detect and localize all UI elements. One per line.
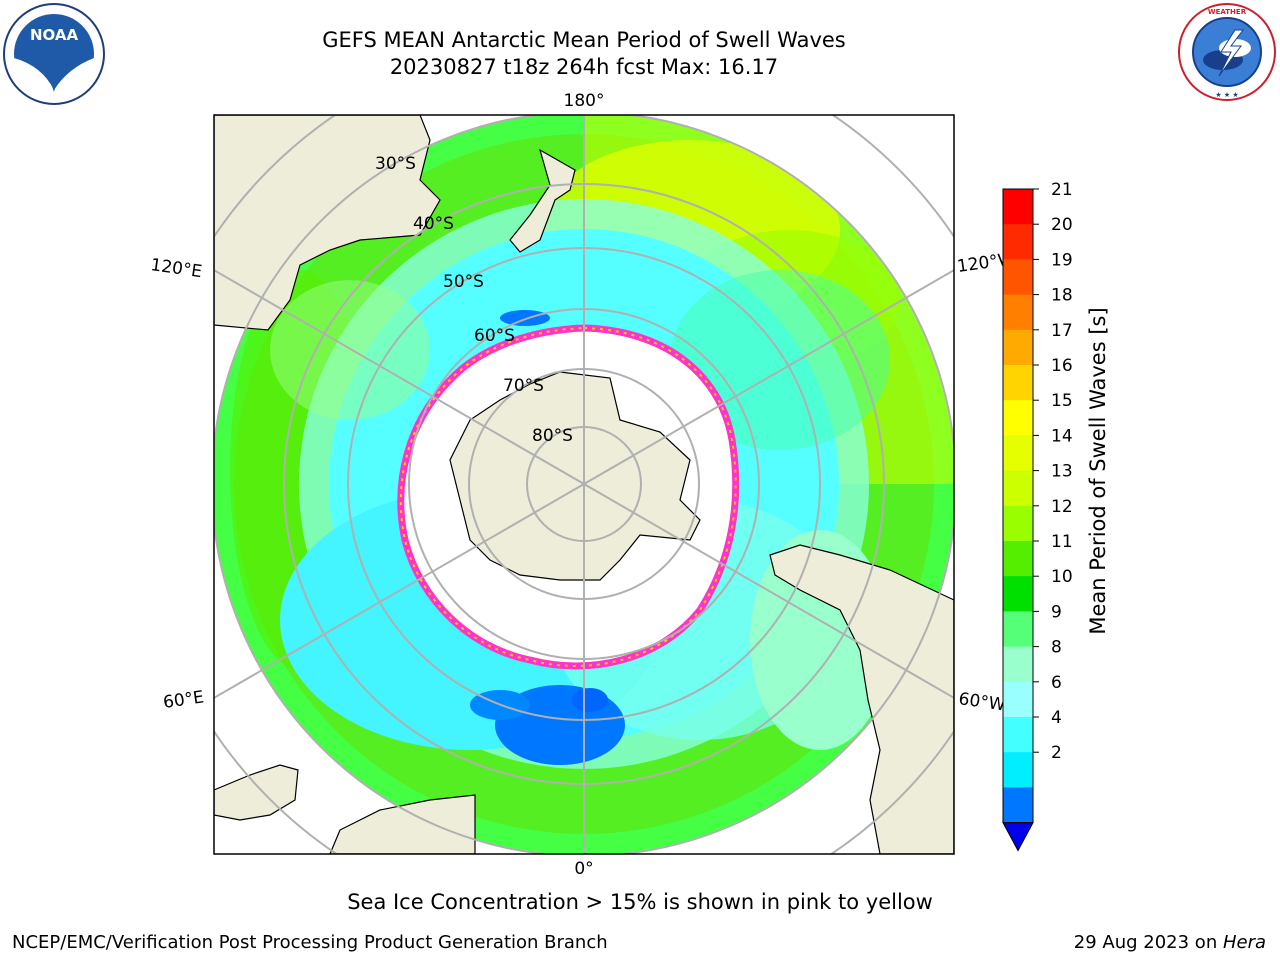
colorbar-segment [1003,646,1033,683]
lon-label-180: 180° [564,91,605,111]
antarctica-landmass [449,371,701,581]
lat-label-80s: 80°S [532,426,573,446]
sea-ice-note: Sea Ice Concentration > 15% is shown in … [347,890,933,914]
svg-text:WEATHER: WEATHER [1208,8,1247,16]
svg-text:★ ★ ★: ★ ★ ★ [1215,91,1238,99]
colorbar-segment [1003,329,1033,366]
colorbar-segment [1003,224,1033,260]
colorbar-tick-label: 2 [1051,743,1062,763]
colorbar-segment [1003,681,1033,718]
colorbar-segment [1003,470,1033,507]
lon-label-60e: 60°E [162,687,205,712]
colorbar-tick-label: 15 [1051,391,1073,411]
lon-label-60w: 60°W [957,689,1006,715]
footer-branch: NCEP/EMC/Verification Post Processing Pr… [12,932,608,953]
colorbar-tick-label: 12 [1051,497,1073,517]
colorbar-tick-label: 17 [1051,321,1073,341]
colorbar-segment [1003,400,1033,436]
map-frame [213,114,955,855]
colorbar-segment [1003,505,1033,542]
colorbar-segment [1003,541,1033,577]
svg-text:NOAA: NOAA [30,26,79,44]
chart-title: GEFS MEAN Antarctic Mean Period of Swell… [322,28,846,52]
colorbar-tick-label: 10 [1051,567,1073,587]
colorbar-tick-label: 9 [1051,602,1062,622]
lon-label-120e: 120°E [149,255,203,282]
colorbar-tick-label: 19 [1051,250,1073,270]
colorbar-tick-label: 20 [1051,215,1073,235]
noaa-logo: NOAA [3,3,105,105]
colorbar-segment [1003,435,1033,472]
colorbar-tick-label: 13 [1051,462,1073,482]
colorbar-segment [1003,189,1033,225]
footer-machine: Hera [1222,932,1266,953]
lat-label-30s: 30°S [375,154,416,174]
new-zealand [509,148,576,253]
colorbar-tick-label: 14 [1051,426,1073,446]
lat-label-50s: 50°S [443,272,484,292]
colorbar-label: Mean Period of Swell Waves [s] [1086,307,1110,634]
colorbar-segment [1003,576,1033,612]
colorbar-segment [1003,717,1033,753]
footer-date-text: 29 Aug 2023 on [1073,932,1223,953]
chart-subtitle: 20230827 t18z 264h fcst Max: 16.17 [389,55,779,79]
lat-label-70s: 70°S [503,376,544,396]
colorbar-segment [1003,294,1033,331]
africa [329,794,476,854]
nws-logo: WEATHER ★ ★ ★ [1178,3,1276,101]
colorbar-segment [1003,259,1033,296]
colorbar-tick-label: 4 [1051,708,1062,728]
lat-label-60s: 60°S [474,326,515,346]
footer-date: 29 Aug 2023 on Hera [1074,932,1266,953]
colorbar-segment [1003,611,1033,648]
colorbar-tick-label: 18 [1051,286,1073,306]
longitude-labels: 180° 0° 120°E 120°W 60°E 60°W [149,91,1016,879]
graticule [214,115,954,854]
colorbar-tick-label: 16 [1051,356,1073,376]
colorbar-segment [1003,787,1033,824]
latitude-labels: 30°S 40°S 50°S 60°S 70°S 80°S [375,154,573,446]
colorbar-tick-label: 8 [1051,638,1062,658]
colorbar-tick-label: 11 [1051,532,1073,552]
lat-label-40s: 40°S [413,214,454,234]
colorbar-tick-label: 6 [1051,673,1062,693]
south-america [769,544,954,854]
colorbar: 21 20 19 18 17 16 15 14 13 12 11 10 9 8 6 4 2 [1002,180,1073,852]
colorbar-extend-arrow [1002,822,1034,852]
colorbar-segment [1003,752,1033,788]
colorbar-tick-label: 21 [1051,180,1073,200]
colorbar-segment [1003,365,1033,401]
lon-label-0: 0° [574,859,593,879]
